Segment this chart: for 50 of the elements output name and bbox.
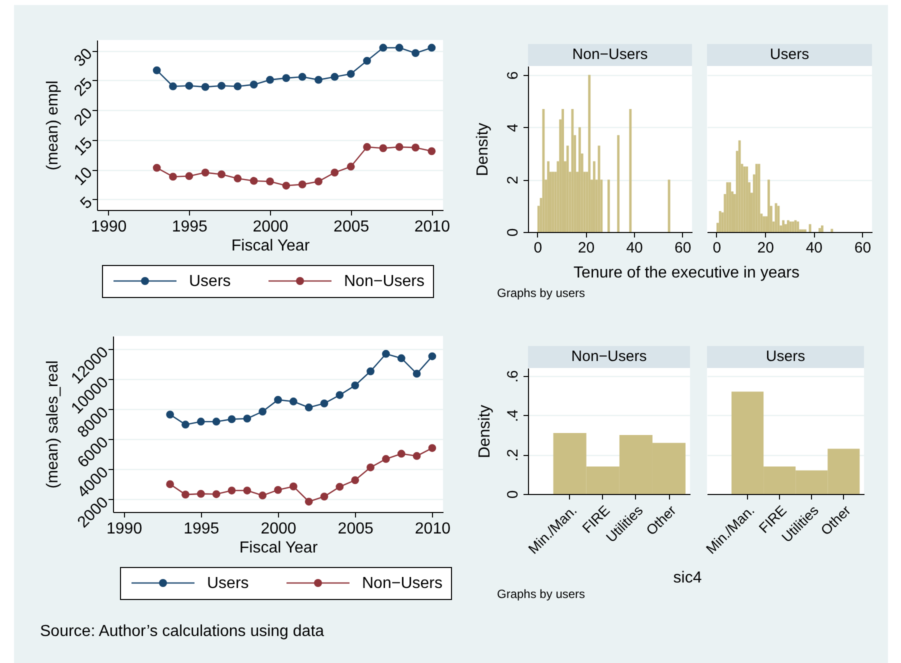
x-axis-title: Tenure of the executive in years bbox=[574, 264, 800, 282]
y-tick-label: 25 bbox=[71, 75, 96, 100]
y-tick-label: .6 bbox=[504, 370, 522, 383]
x-axis-title: Fiscal Year bbox=[231, 238, 310, 254]
y-tick-label: 10 bbox=[71, 164, 96, 190]
text: Graphs by users bbox=[497, 586, 586, 602]
y-tick-label: 6 bbox=[504, 71, 522, 80]
chart-title: Users bbox=[766, 348, 806, 366]
y-axis-title: (mean) sales_real bbox=[44, 360, 62, 489]
x-tick-label: 2005 bbox=[334, 218, 370, 236]
x-tick-label: 40 bbox=[806, 240, 823, 256]
y-tick-label: 5 bbox=[78, 194, 96, 212]
x-tick-label: 60 bbox=[854, 240, 872, 256]
y-tick-label: 0 bbox=[504, 490, 522, 499]
x-tick-label: 40 bbox=[626, 240, 643, 256]
x-tick-label: 2000 bbox=[252, 218, 288, 236]
y-tick-label: .2 bbox=[504, 448, 522, 462]
y-axis-title: Density bbox=[476, 404, 494, 458]
x-tick-label: 20 bbox=[757, 240, 774, 256]
x-tick-label: 60 bbox=[674, 240, 692, 256]
x-tick-label: 1990 bbox=[106, 520, 142, 538]
x-tick-label: 0 bbox=[712, 240, 722, 256]
x-axis-title: sic4 bbox=[673, 570, 702, 586]
y-tick-label: 20 bbox=[71, 104, 96, 130]
x-tick-label: 2005 bbox=[338, 520, 374, 538]
y-tick-label: 4 bbox=[504, 124, 522, 132]
chart-title: Users bbox=[770, 46, 810, 64]
legend-label: Users bbox=[189, 273, 231, 290]
x-tick-label: 20 bbox=[578, 240, 595, 256]
x-tick-label: 1990 bbox=[91, 218, 127, 236]
y-axis-title: Density bbox=[474, 122, 492, 176]
text: Graphs by users bbox=[497, 286, 586, 300]
chart-title: Non−Users bbox=[571, 348, 647, 366]
x-tick-label: 0 bbox=[534, 240, 542, 256]
x-tick-label: 2010 bbox=[414, 218, 450, 236]
y-tick-label: 30 bbox=[71, 45, 96, 70]
chart-title: Non−Users bbox=[572, 46, 648, 64]
legend-label: Users bbox=[207, 575, 249, 592]
legend-label: Non−Users bbox=[344, 273, 424, 290]
x-tick-label: 1995 bbox=[172, 218, 208, 236]
legend-label: Non−Users bbox=[362, 575, 442, 592]
x-axis-title: Fiscal Year bbox=[239, 540, 318, 556]
y-tick-label: .4 bbox=[504, 409, 522, 422]
source-note: Source: Author’s calculations using data bbox=[40, 622, 324, 642]
y-tick-label: 2 bbox=[504, 176, 522, 184]
y-tick-label: 15 bbox=[71, 134, 96, 160]
y-axis-title: (mean) empl bbox=[44, 80, 62, 170]
x-tick-label: 1995 bbox=[184, 520, 220, 538]
x-tick-label: 2000 bbox=[260, 520, 296, 538]
x-tick-label: 2010 bbox=[414, 520, 451, 538]
